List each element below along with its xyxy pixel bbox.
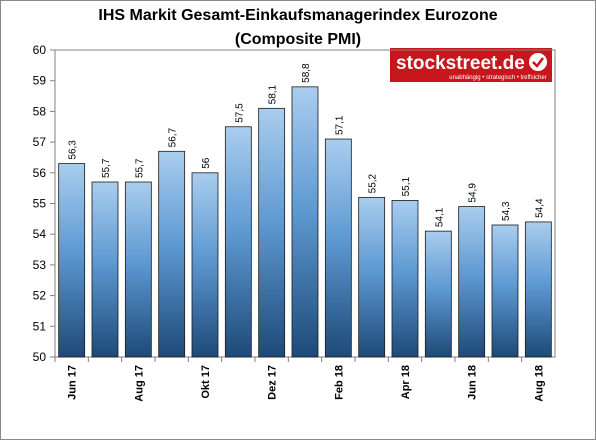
x-tick-label: Okt 17 — [200, 365, 212, 399]
logo-tagline: unabhängig • strategisch • treffsicher — [449, 75, 546, 81]
bar — [91, 181, 119, 358]
bar — [524, 221, 552, 358]
value-label: 55,7 — [134, 158, 145, 178]
value-label: 58,1 — [268, 84, 279, 104]
value-label: 54,4 — [534, 198, 545, 218]
logo-check — [532, 57, 544, 68]
y-tick-label: 60 — [33, 43, 47, 57]
value-label: 57,1 — [334, 115, 345, 135]
chart-subtitle: (Composite PMI) — [235, 31, 361, 48]
y-tick-label: 50 — [33, 350, 47, 364]
bar — [458, 206, 486, 358]
value-label: 55,7 — [101, 158, 112, 178]
bar — [391, 200, 419, 358]
logo-background — [390, 48, 552, 82]
logo-name: stockstreet.de — [396, 53, 525, 74]
y-tick-label: 51 — [33, 319, 47, 333]
value-label: 55,1 — [401, 177, 412, 197]
bar — [191, 172, 219, 358]
bar — [58, 163, 86, 358]
bar — [324, 138, 352, 358]
x-tick-label: Jun 17 — [67, 365, 79, 400]
bar — [291, 86, 319, 358]
x-tick-label: Aug 17 — [133, 365, 145, 402]
x-tick-label: Feb 18 — [333, 365, 345, 400]
y-tick-label: 59 — [33, 74, 47, 88]
bar — [424, 230, 452, 358]
y-tick-label: 55 — [33, 197, 47, 211]
y-tick-label: 57 — [33, 135, 47, 149]
x-tick-label: Aug 18 — [533, 365, 545, 402]
value-label: 56 — [201, 157, 212, 169]
value-label: 55,2 — [368, 173, 379, 193]
bar — [158, 150, 186, 358]
y-tick-label: 58 — [33, 104, 47, 118]
bar — [258, 107, 286, 358]
x-tick-label: Dez 17 — [267, 365, 279, 400]
value-label: 56,7 — [168, 127, 179, 147]
chart-title: IHS Markit Gesamt-Einkaufsmanagerindex E… — [98, 7, 497, 24]
y-tick-label: 56 — [33, 166, 47, 180]
value-label: 54,9 — [468, 183, 479, 203]
value-label: 58,8 — [301, 63, 312, 83]
bar — [491, 224, 519, 358]
y-tick-label: 53 — [33, 258, 47, 272]
bar — [224, 126, 252, 358]
x-tick-label: Apr 18 — [400, 365, 412, 399]
y-tick-label: 52 — [33, 289, 47, 303]
x-tick-label: Jun 18 — [467, 365, 479, 400]
value-label: 57,5 — [234, 103, 245, 123]
bar — [124, 181, 152, 358]
logo: stockstreet.de unabhängig • strategisch … — [390, 48, 552, 82]
logo-icon — [529, 53, 547, 71]
value-label: 54,3 — [501, 201, 512, 221]
value-label: 54,1 — [434, 207, 445, 227]
value-label: 56,3 — [68, 140, 79, 160]
bar — [358, 196, 386, 358]
y-tick-label: 54 — [33, 227, 47, 241]
